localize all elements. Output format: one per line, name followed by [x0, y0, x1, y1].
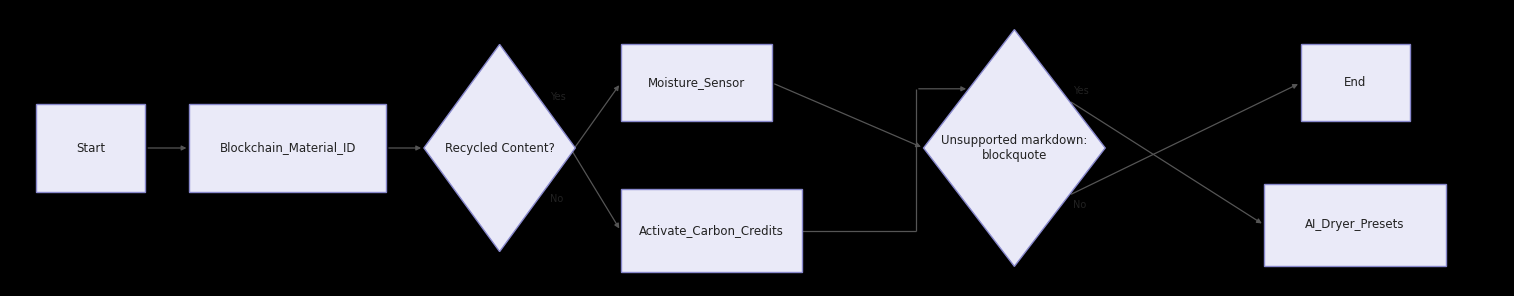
FancyBboxPatch shape	[621, 189, 802, 272]
Text: No: No	[1073, 200, 1087, 210]
Polygon shape	[424, 44, 575, 252]
Polygon shape	[924, 30, 1105, 266]
Text: No: No	[550, 194, 563, 204]
Text: End: End	[1344, 76, 1366, 89]
Text: Blockchain_Material_ID: Blockchain_Material_ID	[220, 141, 356, 155]
Text: Activate_Carbon_Credits: Activate_Carbon_Credits	[639, 224, 784, 237]
Text: Moisture_Sensor: Moisture_Sensor	[648, 76, 745, 89]
Text: Start: Start	[76, 141, 106, 155]
Text: Recycled Content?: Recycled Content?	[445, 141, 554, 155]
FancyBboxPatch shape	[36, 104, 145, 192]
Text: Yes: Yes	[550, 92, 565, 102]
FancyBboxPatch shape	[621, 44, 772, 121]
FancyBboxPatch shape	[189, 104, 386, 192]
Text: AI_Dryer_Presets: AI_Dryer_Presets	[1305, 218, 1405, 231]
FancyBboxPatch shape	[1264, 184, 1446, 266]
Text: Yes: Yes	[1073, 86, 1089, 96]
Text: Unsupported markdown:
blockquote: Unsupported markdown: blockquote	[942, 134, 1087, 162]
FancyBboxPatch shape	[1301, 44, 1410, 121]
